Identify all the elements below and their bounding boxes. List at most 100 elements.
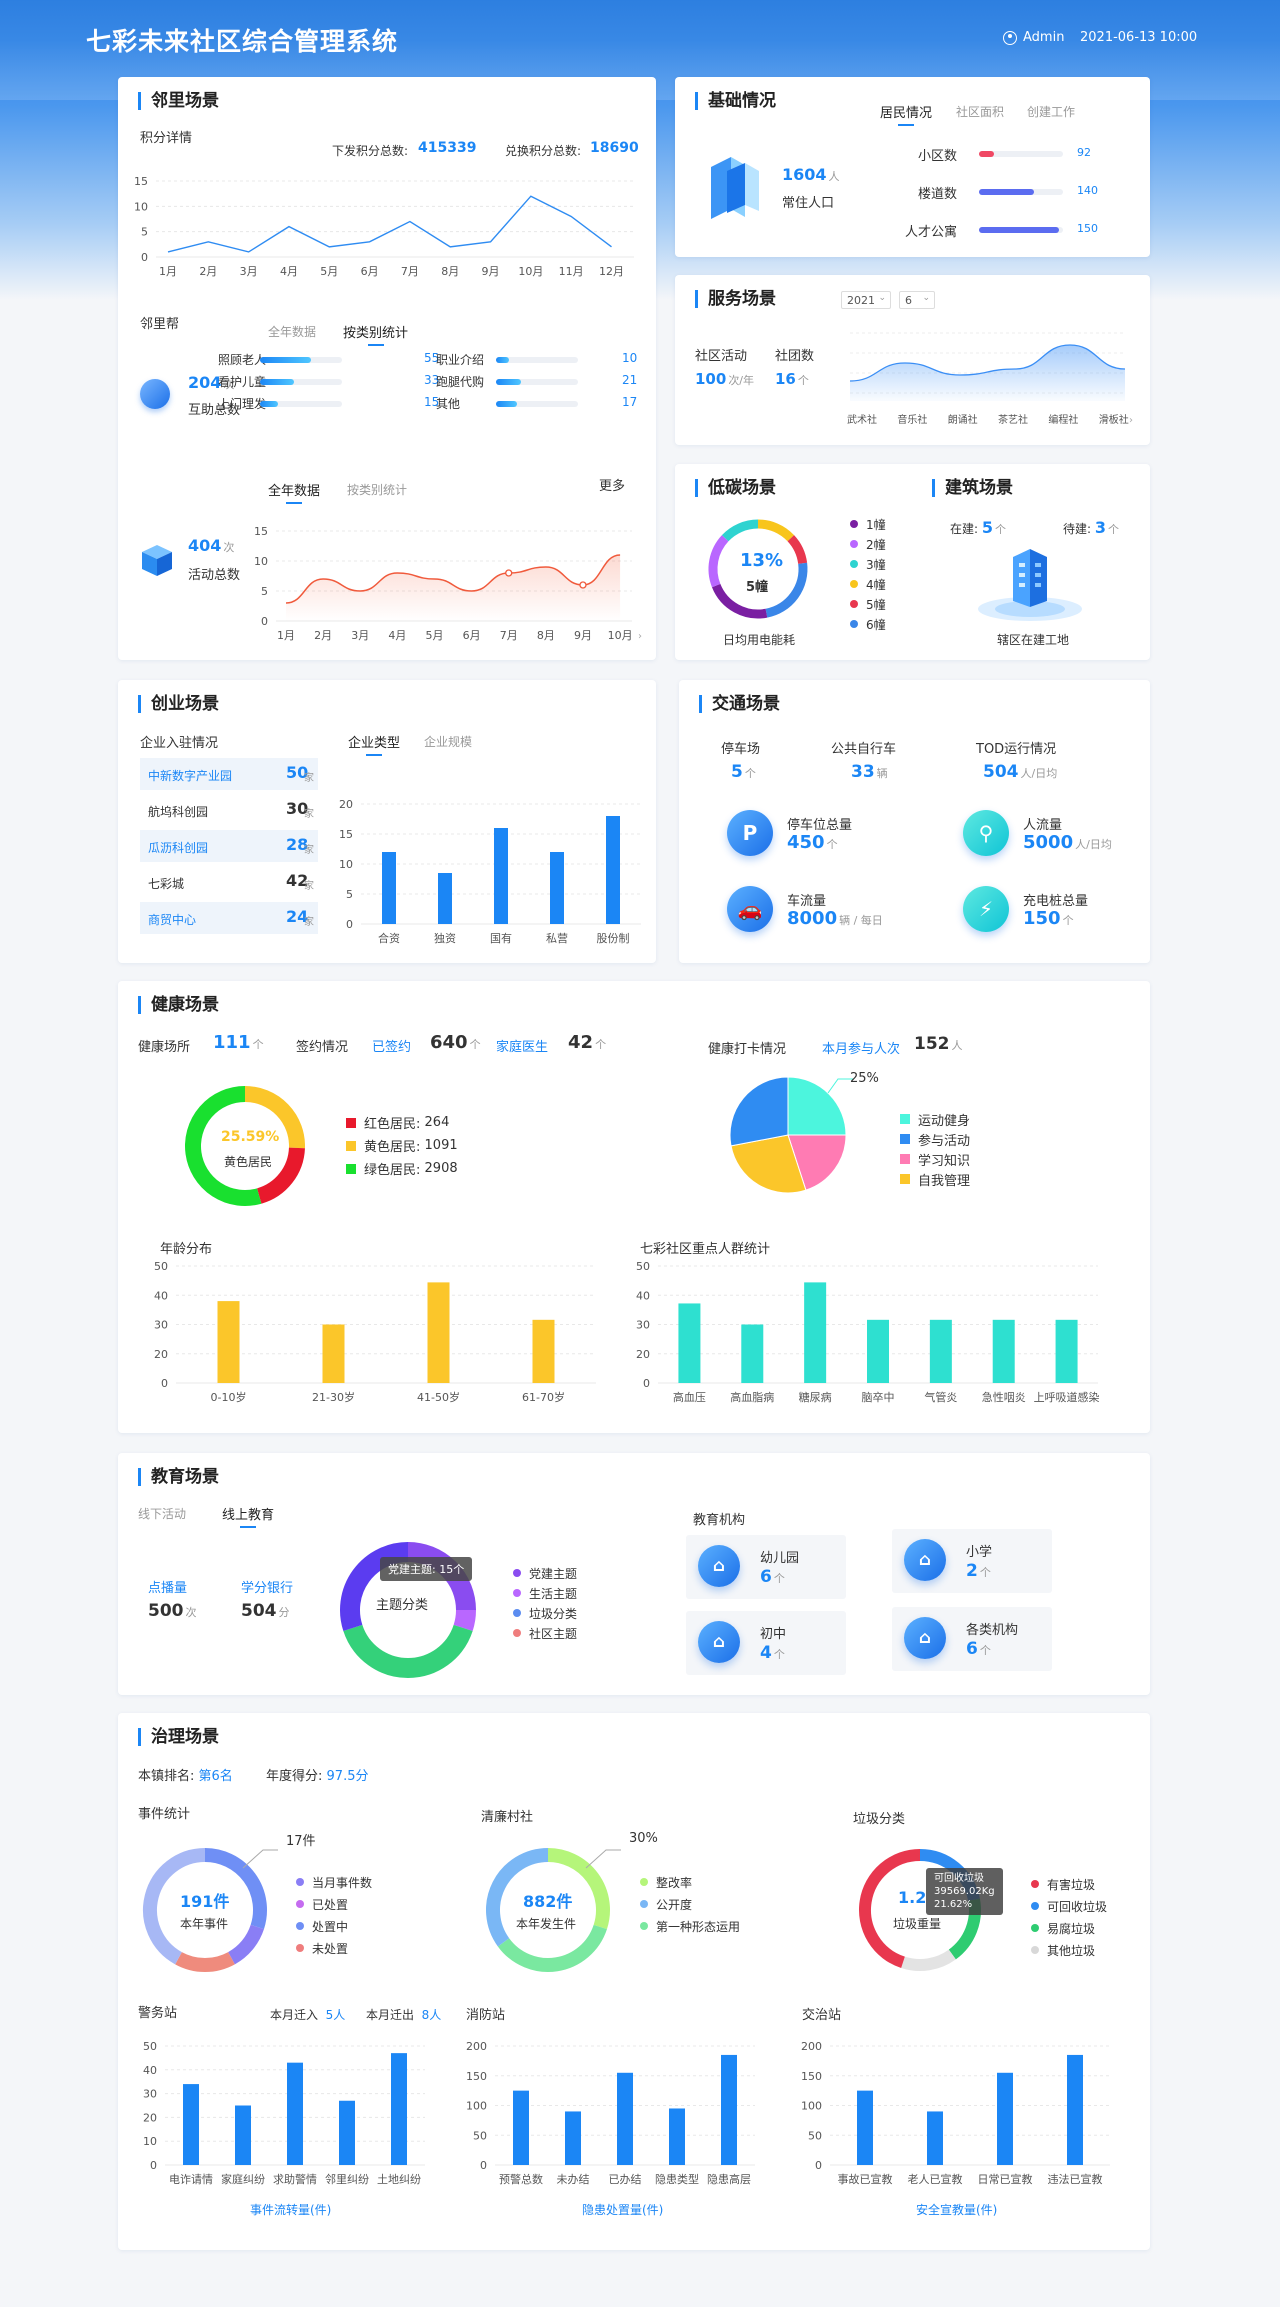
bar[interactable]: [565, 2111, 581, 2165]
donut-segment[interactable]: [497, 1924, 607, 1972]
bar[interactable]: [287, 2062, 303, 2165]
bar[interactable]: [322, 1324, 345, 1384]
month-select[interactable]: 6 ⌄: [899, 291, 935, 309]
checkin-legend-item[interactable]: 参与活动: [900, 1129, 970, 1149]
more-link[interactable]: 更多: [599, 479, 626, 494]
legend-item[interactable]: 处置中: [296, 1915, 372, 1937]
bar[interactable]: [741, 1324, 764, 1384]
data-point[interactable]: [579, 581, 587, 589]
legend-item[interactable]: 易腐垃圾: [1031, 1917, 1107, 1939]
topic-legend-item[interactable]: 党建主题: [513, 1563, 577, 1583]
topic-legend-item[interactable]: 社区主题: [513, 1623, 577, 1643]
bar[interactable]: [678, 1303, 701, 1383]
bar[interactable]: [669, 2108, 685, 2165]
lowcarbon-legend-item[interactable]: 2幢: [850, 534, 886, 554]
legend-item[interactable]: 公开度: [640, 1893, 740, 1915]
bar[interactable]: [721, 2054, 737, 2165]
chevron-right-icon[interactable]: ›: [638, 631, 642, 642]
lowcarbon-legend-item[interactable]: 1幢: [850, 514, 886, 534]
donut-segment[interactable]: [143, 1848, 206, 1965]
bar[interactable]: [183, 2084, 199, 2165]
bar[interactable]: [804, 1282, 827, 1383]
donut-segment[interactable]: [486, 1848, 549, 1947]
checkin-legend-item[interactable]: 运动健身: [900, 1109, 970, 1129]
donut-segment[interactable]: [859, 1849, 921, 1969]
user-menu[interactable]: Admin: [1003, 30, 1064, 45]
legend-item[interactable]: 当月事件数: [296, 1871, 372, 1893]
bar[interactable]: [1055, 1319, 1078, 1383]
legend-item[interactable]: 有害垃圾: [1031, 1873, 1107, 1895]
bar[interactable]: [532, 1319, 555, 1383]
institution-card[interactable]: ⌂ 各类机构 6 个: [892, 1607, 1052, 1671]
chevron-right-icon[interactable]: ›: [1129, 415, 1133, 426]
pie-slice[interactable]: [787, 1076, 847, 1136]
year-select[interactable]: 2021 ⌄: [841, 291, 891, 309]
donut-segment[interactable]: [711, 583, 768, 619]
edu-tab-online[interactable]: 线上教育: [222, 1504, 274, 1528]
institution-card[interactable]: ⌂ 幼儿园 6 个: [686, 1535, 846, 1599]
institution-card[interactable]: ⌂ 小学 2 个: [892, 1529, 1052, 1593]
donut-segment[interactable]: [256, 1147, 305, 1204]
enterprise-row[interactable]: 瓜沥科创园 28 家: [140, 830, 318, 862]
donut-segment[interactable]: [340, 1542, 409, 1632]
institution-card[interactable]: ⌂ 初中 4 个: [686, 1611, 846, 1675]
bar[interactable]: [339, 2100, 355, 2165]
startup-tab-scale[interactable]: 企业规模: [424, 735, 473, 749]
resident-legend-item[interactable]: 黄色居民: 1091: [346, 1134, 458, 1157]
bar[interactable]: [550, 852, 564, 924]
basic-tab-work[interactable]: 创建工作: [1027, 105, 1076, 119]
bar[interactable]: [997, 2072, 1013, 2165]
donut-segment[interactable]: [901, 1949, 956, 1971]
legend-item[interactable]: 未处置: [296, 1937, 372, 1959]
bar[interactable]: [391, 2053, 407, 2165]
lowcarbon-legend-item[interactable]: 6幢: [850, 614, 886, 634]
lowcarbon-legend-item[interactable]: 5幢: [850, 594, 886, 614]
bar[interactable]: [867, 1319, 889, 1383]
help-tab-year[interactable]: 全年数据: [268, 325, 317, 339]
legend-item[interactable]: 第一种形态运用: [640, 1915, 740, 1937]
legend-item[interactable]: 已处置: [296, 1893, 372, 1915]
resident-legend-item[interactable]: 绿色居民: 2908: [346, 1157, 458, 1180]
bar[interactable]: [617, 2072, 633, 2165]
legend-item[interactable]: 整改率: [640, 1871, 740, 1893]
bar[interactable]: [927, 2111, 943, 2165]
legend-item[interactable]: 可回收垃圾: [1031, 1895, 1107, 1917]
enterprise-row[interactable]: 中新数字产业园 50 家: [140, 758, 318, 790]
traffic-post-caption[interactable]: 安全宣教量(件): [916, 2203, 998, 2217]
donut-segment[interactable]: [787, 535, 808, 565]
topic-legend-item[interactable]: 垃圾分类: [513, 1603, 577, 1623]
donut-segment[interactable]: [204, 1848, 267, 1930]
legend-item[interactable]: 其他垃圾: [1031, 1939, 1107, 1961]
donut-segment[interactable]: [708, 535, 729, 588]
data-point[interactable]: [505, 569, 513, 577]
bar[interactable]: [606, 816, 620, 924]
bar[interactable]: [427, 1282, 450, 1383]
enterprise-row[interactable]: 商贸中心 24 家: [140, 902, 318, 934]
bar[interactable]: [513, 2090, 529, 2165]
act-tab-year[interactable]: 全年数据: [268, 480, 320, 504]
bar[interactable]: [929, 1319, 952, 1383]
bar[interactable]: [992, 1319, 1015, 1383]
bar[interactable]: [438, 873, 452, 924]
basic-tab-area[interactable]: 社区面积: [956, 105, 1005, 119]
pie-slice[interactable]: [730, 1134, 807, 1194]
donut-segment[interactable]: [547, 1848, 610, 1930]
startup-tab-type[interactable]: 企业类型: [348, 732, 400, 756]
donut-segment[interactable]: [757, 519, 795, 542]
enterprise-row[interactable]: 七彩城 42 家: [140, 866, 318, 898]
topic-legend-item[interactable]: 生活主题: [513, 1583, 577, 1603]
fire-caption[interactable]: 隐患处置量(件): [582, 2203, 664, 2217]
enterprise-row[interactable]: 航坞科创园 30 家: [140, 794, 318, 826]
bar[interactable]: [235, 2105, 251, 2166]
basic-tab-residents[interactable]: 居民情况: [880, 102, 932, 126]
donut-segment[interactable]: [227, 1924, 264, 1965]
donut-segment[interactable]: [453, 1609, 476, 1632]
donut-segment[interactable]: [343, 1624, 473, 1678]
pie-slice[interactable]: [729, 1076, 789, 1147]
lowcarbon-legend-item[interactable]: 3幢: [850, 554, 886, 574]
edu-tab-offline[interactable]: 线下活动: [138, 1507, 187, 1521]
donut-segment[interactable]: [185, 1086, 262, 1206]
bar[interactable]: [494, 828, 508, 924]
donut-segment[interactable]: [721, 519, 759, 542]
act-tab-category[interactable]: 按类别统计: [347, 483, 408, 497]
